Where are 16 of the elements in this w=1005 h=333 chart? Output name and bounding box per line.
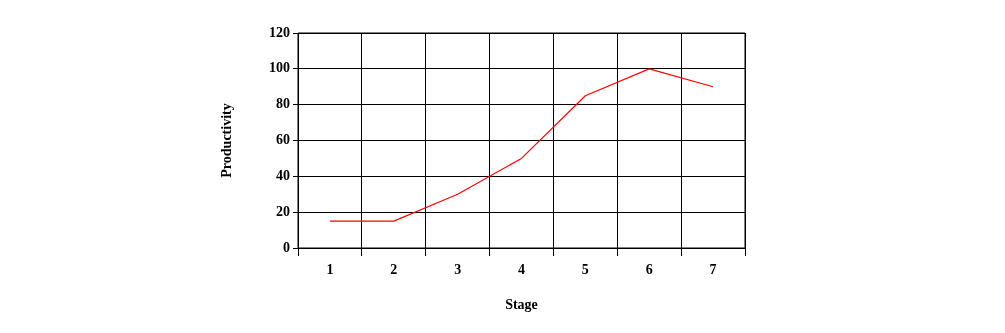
- x-tick-label: 1: [326, 262, 334, 278]
- x-tick-label: 6: [645, 262, 653, 278]
- y-tick-label: 100: [269, 60, 290, 76]
- y-tick-label: 40: [276, 167, 290, 183]
- x-tick-label: 7: [709, 262, 717, 278]
- x-tick-label: 3: [454, 262, 462, 278]
- y-tick-label: 120: [269, 24, 290, 40]
- x-tick-label: 5: [581, 262, 589, 278]
- y-tick-label: 80: [276, 96, 290, 112]
- y-tick-label: 20: [276, 203, 290, 219]
- x-tick-label: 2: [390, 262, 398, 278]
- y-tick-label: 0: [283, 239, 290, 255]
- x-tick-label: 4: [518, 262, 525, 278]
- x-axis-title: Stage: [505, 297, 538, 313]
- y-axis-title: Productivity: [219, 103, 235, 178]
- y-tick-label: 60: [276, 132, 290, 148]
